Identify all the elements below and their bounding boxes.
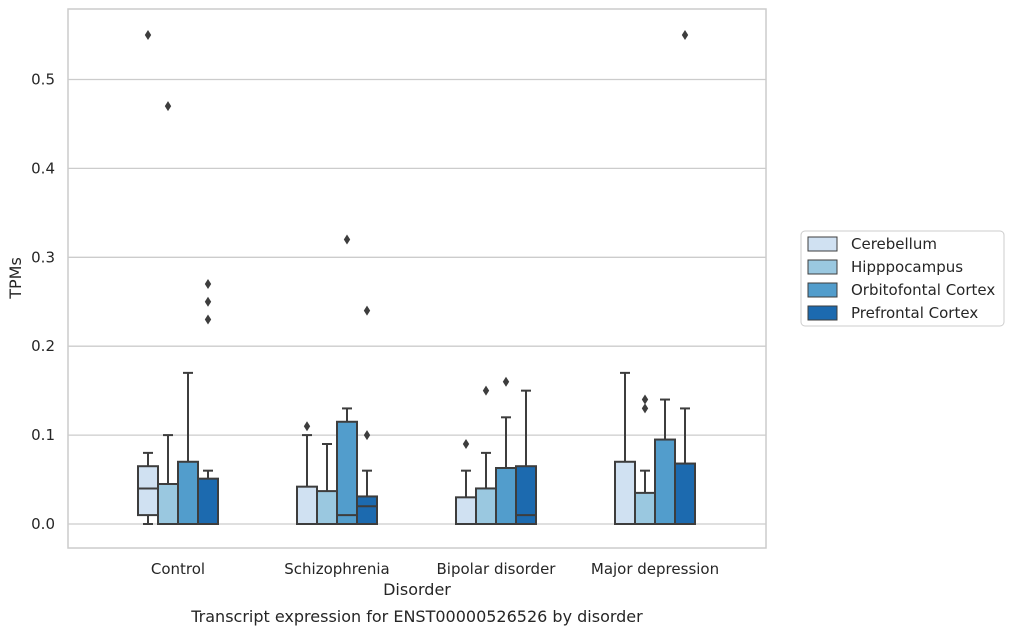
outlier-point bbox=[303, 421, 311, 432]
legend: Cerebellum Hipppocampus Orbitofontal Corte… bbox=[800, 230, 1005, 327]
box-hipppocampus bbox=[475, 385, 497, 526]
box-prefrontal-cortex bbox=[197, 278, 219, 526]
legend-swatch bbox=[807, 236, 838, 252]
outlier-point bbox=[482, 385, 490, 396]
box-body bbox=[455, 496, 477, 525]
y-tick-label: 0.5 bbox=[31, 71, 55, 89]
box-orbitofontal-cortex bbox=[654, 398, 676, 526]
y-axis-label: TPMs bbox=[6, 257, 25, 300]
outlier-point bbox=[144, 30, 152, 41]
outlier-point bbox=[462, 438, 470, 449]
outlier-point bbox=[204, 278, 212, 289]
box-orbitofontal-cortex bbox=[336, 234, 358, 526]
box-body bbox=[296, 485, 318, 525]
box-body bbox=[674, 462, 696, 526]
outlier-point bbox=[641, 394, 649, 405]
y-tick-label: 0.0 bbox=[31, 515, 55, 533]
outlier-point bbox=[681, 30, 689, 41]
outlier-point bbox=[204, 296, 212, 307]
y-tick-label: 0.1 bbox=[31, 426, 55, 444]
x-tick-label: Major depression bbox=[591, 560, 719, 578]
outlier-point bbox=[502, 376, 510, 387]
box-body bbox=[157, 482, 179, 525]
box-prefrontal-cortex bbox=[515, 389, 537, 525]
y-tick-label: 0.2 bbox=[31, 337, 55, 355]
box-hipppocampus bbox=[316, 442, 338, 525]
box-prefrontal-cortex bbox=[356, 305, 378, 526]
box-hipppocampus bbox=[634, 394, 656, 526]
outlier-point bbox=[363, 305, 371, 316]
box-body bbox=[177, 460, 199, 525]
outlier-point bbox=[641, 403, 649, 414]
legend-label: Hipppocampus bbox=[851, 258, 963, 276]
outlier-point bbox=[164, 101, 172, 112]
box-cerebellum bbox=[455, 438, 477, 525]
box-cerebellum bbox=[614, 371, 636, 525]
outlier-point bbox=[363, 430, 371, 441]
box-body bbox=[137, 465, 159, 517]
box-body bbox=[356, 495, 378, 526]
legend-swatch bbox=[807, 305, 838, 321]
legend-label: Orbitofontal Cortex bbox=[851, 281, 995, 299]
x-tick-label: Control bbox=[151, 560, 205, 578]
box-body bbox=[654, 438, 676, 526]
box-body bbox=[495, 466, 517, 526]
outlier-point bbox=[204, 314, 212, 325]
box-orbitofontal-cortex bbox=[495, 376, 517, 526]
chart-caption: Transcript expression for ENST0000052652… bbox=[190, 607, 643, 626]
legend-swatch bbox=[807, 259, 838, 275]
box-body bbox=[316, 490, 338, 525]
x-tick-label: Schizophrenia bbox=[284, 560, 389, 578]
box-body bbox=[634, 491, 656, 526]
legend-label: Prefrontal Cortex bbox=[851, 304, 978, 322]
box-cerebellum bbox=[296, 421, 318, 525]
box-body bbox=[515, 465, 537, 525]
y-tick-label: 0.4 bbox=[31, 159, 55, 177]
y-tick-label: 0.3 bbox=[31, 248, 55, 266]
x-tick-label: Bipolar disorder bbox=[437, 560, 557, 578]
box-cerebellum bbox=[137, 30, 159, 525]
plot-frame bbox=[67, 8, 767, 549]
box-orbitofontal-cortex bbox=[177, 371, 199, 525]
legend-box bbox=[800, 230, 1005, 327]
y-axis-ticks: 0.0 0.1 0.2 0.3 0.4 0.5 bbox=[31, 71, 55, 534]
boxes bbox=[137, 30, 696, 526]
box-prefrontal-cortex bbox=[674, 30, 696, 526]
outlier-point bbox=[343, 234, 351, 245]
box-hipppocampus bbox=[157, 101, 179, 525]
box-body bbox=[475, 487, 497, 526]
box-body bbox=[197, 477, 219, 526]
legend-label: Cerebellum bbox=[851, 235, 937, 253]
x-axis-ticks: Control Schizophrenia Bipolar disorder Majo… bbox=[151, 560, 719, 578]
box-body bbox=[614, 460, 636, 525]
box-body bbox=[336, 420, 358, 526]
legend-swatch bbox=[807, 282, 838, 298]
x-axis-label: Disorder bbox=[383, 580, 451, 599]
